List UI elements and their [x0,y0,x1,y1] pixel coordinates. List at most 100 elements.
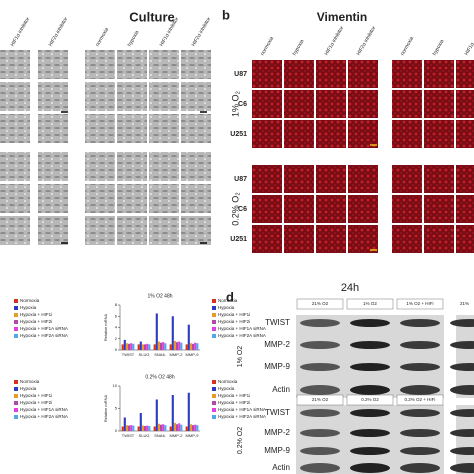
chart-title: 1% O2 48h [147,293,172,299]
legend-swatch [14,415,18,419]
legend-swatch [14,327,18,331]
row-label: C6 [238,206,247,213]
bar [162,424,165,431]
legend-label: Hypoxia + HIF2i [20,319,52,324]
bar [192,425,195,431]
protein-label: Actin [272,385,290,394]
fluorescence-image [392,165,422,193]
legend-label: Hypoxia + HIF1A siRNA [20,326,68,331]
blot-band [400,409,440,417]
micrograph [181,184,211,213]
blot-band [350,385,390,395]
micrograph [85,50,115,79]
legend-label: Hypoxia + HIF2A siRNA [20,333,68,338]
micrograph [38,82,68,111]
micrograph [181,152,211,181]
fluorescence-image [316,90,346,118]
x-tick-label: MMP-9 [186,433,200,438]
fluorescence-image [424,165,454,193]
column-header: 0.2% O2 [361,397,379,402]
chart-title: 0.2% O2 48h [145,374,174,380]
fluorescence-image [284,165,314,193]
micrograph [0,216,30,245]
column-header: 1% O2 [363,301,377,306]
bar [123,339,126,350]
micrograph [38,50,68,79]
header-box [396,298,444,310]
legend-swatch [212,306,216,310]
bar [185,426,188,431]
blot-band [400,363,440,371]
blot-background [456,405,474,474]
fluorescence-image [316,60,346,88]
blot-band [450,385,474,395]
fluorescence-image [456,120,474,148]
blot-band [400,463,440,473]
blot-band [450,429,474,437]
legend-swatch [14,408,18,412]
legend-label: Hypoxia + HIF1A siRNA [218,407,266,412]
bar [141,344,144,350]
y-tick-label: 2 [115,336,118,341]
panel-title: Vimentin [317,10,367,24]
bar [176,424,179,431]
legend-swatch [212,327,216,331]
panel-letter: d [226,289,234,304]
bar [187,392,190,431]
fluorescence-image [424,195,454,223]
header-box [296,298,344,310]
protein-label: MMP-2 [264,428,290,437]
bar [196,343,199,350]
legend-swatch [212,313,216,317]
x-tick-label: MMP-2 [170,433,184,438]
legend-label: Hypoxia + HIF2i [218,400,250,405]
bar [169,344,172,350]
column-header: normoxia [260,36,276,57]
blot-band [300,463,340,473]
blot-band [300,363,340,371]
bar [128,343,131,350]
blot-band [450,447,474,455]
legend-swatch [212,299,216,303]
bar [148,426,151,431]
bar [162,342,165,350]
legend-swatch [14,320,18,324]
bar [164,343,167,350]
legend-swatch [14,387,18,391]
bar [132,425,135,431]
fluorescence-image [456,90,474,118]
y-tick-label: 8 [115,302,118,307]
column-header: hypoxia [292,39,306,57]
micrograph [0,50,30,79]
legend-label: Hypoxia + HIF1i [20,312,52,317]
column-header: HIF1α inhibitor [324,25,346,57]
micrograph [149,184,179,213]
legend-label: Hypoxia + HIF2A siRNA [218,333,266,338]
legend-label: Hypoxia + HIF1A siRNA [20,407,68,412]
micrograph [85,216,115,245]
micrograph [181,114,211,143]
legend-label: Hypoxia [20,386,37,391]
legend-swatch [212,408,216,412]
bar [171,395,174,431]
fluorescence-image [348,195,378,223]
group-label: 1% O2 [237,346,244,368]
bar [125,343,128,350]
fluorescence-image [456,225,474,253]
micrograph [0,114,30,143]
legend-label: Hypoxia + HIF1A siRNA [218,326,266,331]
bar [132,343,135,350]
column-header: normoxia [95,27,111,48]
legend-swatch [14,394,18,398]
fluorescence-image [316,195,346,223]
legend-swatch [212,380,216,384]
fluorescence-image [348,120,378,148]
panel-letter: b [222,7,230,22]
x-tick-label: MMP-2 [170,352,184,357]
fluorescence-image [348,60,378,88]
micrograph [85,184,115,213]
bar [148,344,151,350]
legend-label: Hypoxia [218,386,235,391]
legend-swatch [212,387,216,391]
